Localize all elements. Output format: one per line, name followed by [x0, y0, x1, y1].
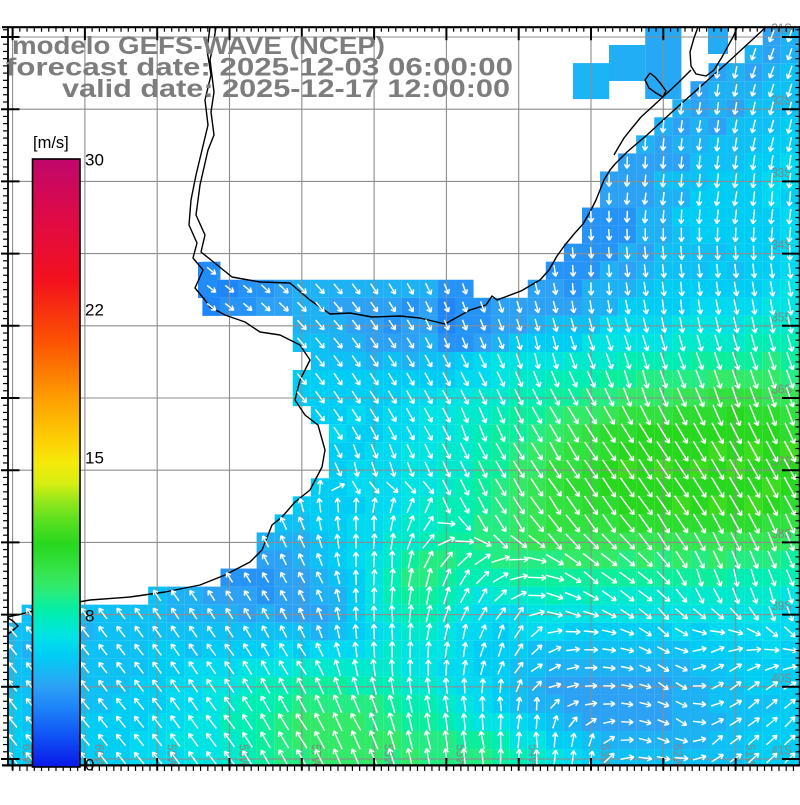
svg-text:15: 15	[85, 449, 104, 468]
svg-text:39S: 39S	[772, 599, 793, 613]
svg-text:22: 22	[85, 301, 104, 320]
svg-text:35S: 35S	[772, 310, 793, 324]
svg-text:[m/s]: [m/s]	[33, 134, 69, 152]
svg-text:57W: 57W	[309, 744, 323, 768]
svg-text:30: 30	[85, 151, 104, 170]
svg-text:forecast date: 2025-12-03 06:0: forecast date: 2025-12-03 06:00:00	[6, 54, 513, 82]
svg-text:52W: 52W	[671, 744, 685, 768]
svg-text:0: 0	[85, 756, 94, 775]
svg-text:34S: 34S	[772, 238, 793, 252]
svg-text:53W: 53W	[598, 744, 612, 768]
svg-text:32S: 32S	[772, 94, 793, 108]
svg-text:valid date: 2025-12-17 12:00:0: valid date: 2025-12-17 12:00:00	[62, 75, 510, 103]
svg-text:modelo GEFS-WAVE (NCEP): modelo GEFS-WAVE (NCEP)	[12, 32, 385, 60]
svg-text:36S: 36S	[772, 383, 793, 397]
svg-text:51W: 51W	[743, 744, 757, 768]
svg-text:58W: 58W	[237, 744, 251, 768]
svg-text:8: 8	[85, 607, 94, 626]
svg-text:56W: 56W	[381, 744, 395, 768]
svg-text:33S: 33S	[772, 166, 793, 180]
svg-text:31S: 31S	[772, 22, 793, 36]
